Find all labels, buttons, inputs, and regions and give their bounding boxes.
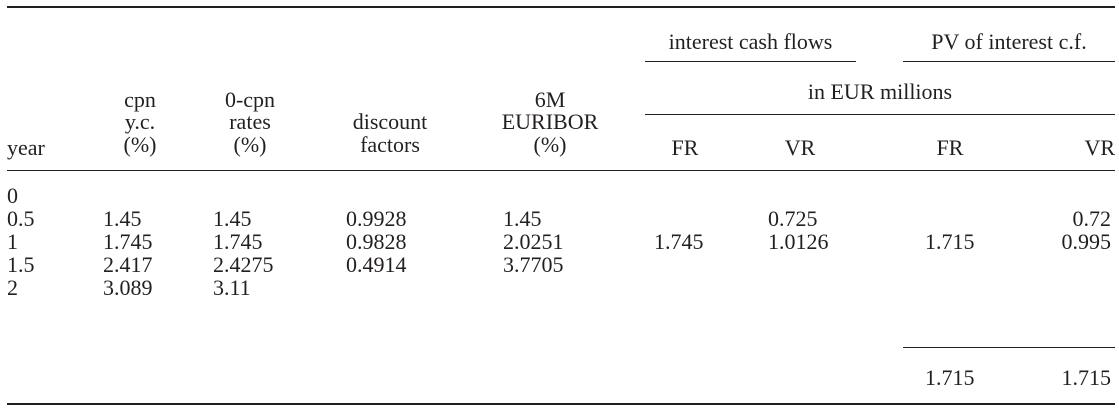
table-cell-year: 2 bbox=[7, 275, 18, 300]
col-header-icf-fr: FR bbox=[671, 135, 699, 160]
table-cell-pv-fr: 1.715 bbox=[925, 229, 975, 254]
col-header-zero-line1: 0-cpn bbox=[224, 87, 276, 112]
table-cell-zero: 1.45 bbox=[213, 206, 252, 231]
table-cell-cpn: 1.745 bbox=[103, 229, 153, 254]
table-cell-df: 0.4914 bbox=[346, 252, 407, 277]
col-header-euribor-line1: 6M bbox=[534, 87, 566, 112]
table-cell-cpn: 2.417 bbox=[103, 252, 153, 277]
table-cell-year: 0 bbox=[7, 183, 18, 208]
col-header-pv-fr: FR bbox=[936, 135, 964, 160]
col-header-euribor-line3: (%) bbox=[533, 132, 567, 157]
table-cell-df: 0.9928 bbox=[346, 206, 407, 231]
eur-millions-underline bbox=[645, 114, 1115, 115]
top-rule bbox=[7, 6, 1115, 8]
col-header-cpn-line1: cpn bbox=[124, 87, 156, 112]
header-eur-millions: in EUR millions bbox=[807, 79, 953, 104]
table-cell-zero: 2.4275 bbox=[213, 252, 274, 277]
table-cell-euribor: 3.7705 bbox=[503, 252, 564, 277]
table-cell-euribor: 2.0251 bbox=[503, 229, 564, 254]
table-cell-zero: 1.745 bbox=[213, 229, 263, 254]
col-header-zero-line3: (%) bbox=[233, 132, 267, 157]
col-header-year: year bbox=[7, 135, 45, 160]
table-cell-euribor: 1.45 bbox=[503, 206, 542, 231]
table-cell-df: 0.9828 bbox=[346, 229, 407, 254]
bottom-rule bbox=[7, 403, 1115, 405]
table-cell-pv-vr: 0.72 bbox=[1072, 206, 1112, 231]
table-cell-cpn: 1.45 bbox=[103, 206, 142, 231]
table-cell-cpn: 3.089 bbox=[103, 275, 153, 300]
col-header-cpn-line2: y.c. bbox=[124, 109, 156, 134]
total-pv-vr: 1.715 bbox=[1061, 365, 1112, 390]
total-pv-fr: 1.715 bbox=[925, 365, 975, 390]
col-header-pv-vr: VR bbox=[1084, 135, 1115, 160]
pv-interest-underline bbox=[903, 61, 1115, 62]
table-cell-icf-vr: 1.0126 bbox=[768, 229, 829, 254]
col-header-cpn-line3: (%) bbox=[123, 132, 157, 157]
header-bottom-rule bbox=[7, 170, 1115, 171]
table-cell-year: 1 bbox=[7, 229, 18, 254]
table-cell-pv-vr: 0.995 bbox=[1061, 229, 1112, 254]
table-cell-year: 0.5 bbox=[7, 206, 35, 231]
col-header-euribor-line2: EURIBOR bbox=[501, 109, 599, 134]
table-cell-year: 1.5 bbox=[7, 252, 35, 277]
col-header-zero-line2: rates bbox=[229, 109, 271, 134]
col-header-discount-line2: factors bbox=[360, 132, 420, 157]
table-cell-icf-vr: 0.725 bbox=[768, 206, 818, 231]
col-header-discount-line1: discount bbox=[352, 109, 428, 134]
table-cell-icf-fr: 1.745 bbox=[654, 229, 704, 254]
col-header-icf-vr: VR bbox=[784, 135, 816, 160]
table-cell-zero: 3.11 bbox=[213, 275, 251, 300]
total-rule bbox=[903, 347, 1115, 348]
header-pv-interest: PV of interest c.f. bbox=[931, 29, 1087, 54]
header-interest-cash-flows: interest cash flows bbox=[668, 29, 833, 54]
interest-cf-underline bbox=[645, 61, 856, 62]
